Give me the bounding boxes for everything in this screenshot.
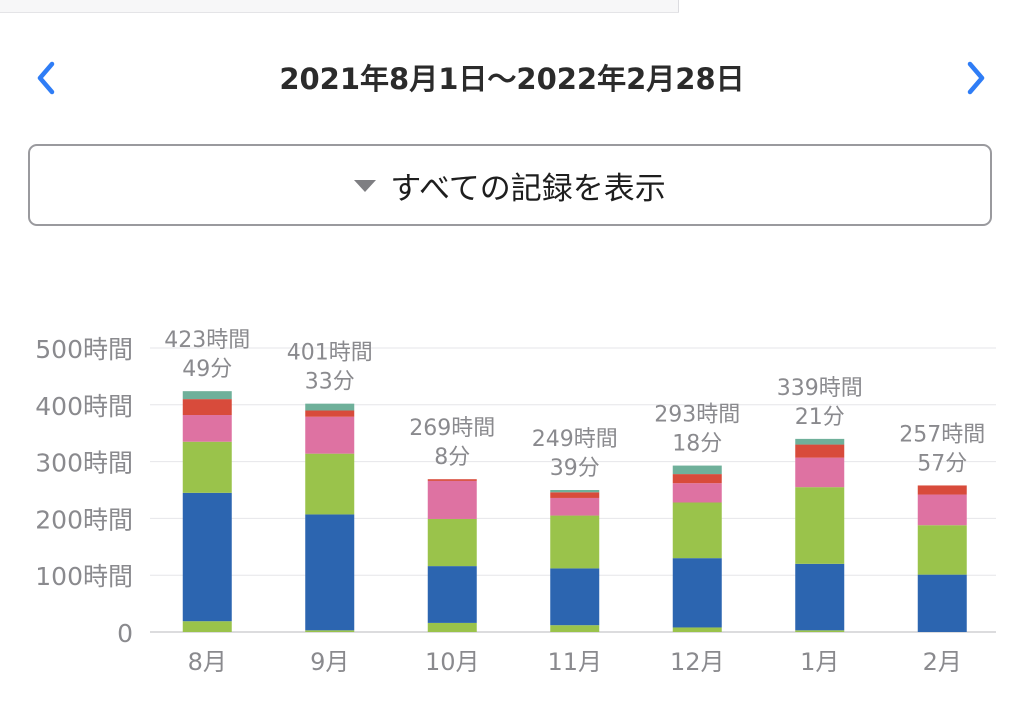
bar-segment[interactable] xyxy=(305,403,355,411)
bar-segment[interactable] xyxy=(550,497,600,516)
total-hours-label: 257時間 xyxy=(899,422,985,447)
x-tick-label: 8月 xyxy=(188,648,227,676)
bar-segment[interactable] xyxy=(305,416,355,454)
filter-label: すべての記録を表示 xyxy=(390,170,666,207)
stacked-bar-chart: 0 100時間 200時間 300時間 400時間 500時間 8月 423時間 49分 9月 40… xyxy=(35,328,996,676)
bar-segment[interactable] xyxy=(917,494,967,526)
bar-segment[interactable] xyxy=(182,621,232,632)
date-range-title: 2021年8月1日〜2022年2月28日 xyxy=(279,62,745,96)
total-hours-label: 293時間 xyxy=(654,403,740,428)
bar-segment[interactable] xyxy=(672,474,722,484)
previous-period-button[interactable] xyxy=(26,58,66,98)
total-minutes-label: 49分 xyxy=(182,357,232,382)
date-navigation: 2021年8月1日〜2022年2月28日 xyxy=(0,46,1024,112)
bar-segment[interactable] xyxy=(305,453,355,515)
bar-segment[interactable] xyxy=(917,525,967,575)
bar-segment[interactable] xyxy=(182,399,232,416)
bar-segment[interactable] xyxy=(795,457,845,488)
bar-segment[interactable] xyxy=(427,518,477,567)
bar-segment[interactable] xyxy=(182,415,232,442)
bar-segment[interactable] xyxy=(795,438,845,445)
bar-segment[interactable] xyxy=(182,391,232,400)
x-tick-label: 2月 xyxy=(923,648,962,676)
x-tick-label: 9月 xyxy=(310,648,349,676)
bar-segment[interactable] xyxy=(795,487,845,564)
bar-segment[interactable] xyxy=(917,574,967,632)
show-all-records-button[interactable]: すべての記録を表示 xyxy=(28,144,992,226)
bar-segment[interactable] xyxy=(182,441,232,493)
bar-segment[interactable] xyxy=(550,625,600,632)
bar-segment[interactable] xyxy=(672,502,722,559)
y-tick-label: 300時間 xyxy=(35,449,133,478)
caret-down-icon xyxy=(354,180,377,192)
bar-segment[interactable] xyxy=(917,485,967,495)
bar-segment[interactable] xyxy=(550,568,600,626)
bar-segment[interactable] xyxy=(550,492,600,498)
bar-segment[interactable] xyxy=(672,558,722,628)
chevron-right-icon xyxy=(967,61,985,95)
total-minutes-label: 8分 xyxy=(434,445,470,470)
bar-segment[interactable] xyxy=(427,479,477,481)
tab-active[interactable] xyxy=(679,0,1024,13)
total-minutes-label: 57分 xyxy=(917,451,967,476)
bar-segment[interactable] xyxy=(672,483,722,503)
total-hours-label: 339時間 xyxy=(777,376,863,401)
x-tick-label: 12月 xyxy=(670,648,725,676)
y-tick-label: 100時間 xyxy=(35,562,133,591)
x-tick-label: 11月 xyxy=(547,648,602,676)
total-minutes-label: 33分 xyxy=(305,370,355,395)
bar-segment[interactable] xyxy=(795,630,845,632)
y-tick-label: 200時間 xyxy=(35,505,133,534)
bar-segment[interactable] xyxy=(672,465,722,475)
bar-segment[interactable] xyxy=(427,622,477,632)
tab-divider xyxy=(678,0,679,12)
bar-segment[interactable] xyxy=(305,514,355,631)
bar-segment[interactable] xyxy=(427,566,477,623)
next-period-button[interactable] xyxy=(956,58,996,98)
x-tick-label: 10月 xyxy=(425,648,480,676)
y-tick-label: 400時間 xyxy=(35,392,133,421)
bar-segment[interactable] xyxy=(672,627,722,632)
x-tick-label: 1月 xyxy=(800,648,839,676)
bar-segment[interactable] xyxy=(305,630,355,632)
bar-segment[interactable] xyxy=(427,480,477,519)
y-tick-label: 0 xyxy=(117,619,133,648)
bar-segment[interactable] xyxy=(305,410,355,417)
bar-segment[interactable] xyxy=(795,563,845,631)
y-tick-label: 500時間 xyxy=(35,335,133,364)
chevron-left-icon xyxy=(37,61,55,95)
total-hours-label: 423時間 xyxy=(164,328,250,353)
bar-segment[interactable] xyxy=(182,492,232,622)
total-minutes-label: 39分 xyxy=(550,456,600,481)
total-hours-label: 249時間 xyxy=(532,427,618,452)
total-hours-label: 401時間 xyxy=(287,341,373,366)
bar-segment[interactable] xyxy=(795,444,845,458)
total-hours-label: 269時間 xyxy=(409,416,495,441)
bar-segment[interactable] xyxy=(550,490,600,493)
bar-segment[interactable] xyxy=(550,515,600,569)
total-minutes-label: 18分 xyxy=(672,432,722,457)
top-tab-strip xyxy=(0,0,1024,13)
total-minutes-label: 21分 xyxy=(795,405,845,430)
